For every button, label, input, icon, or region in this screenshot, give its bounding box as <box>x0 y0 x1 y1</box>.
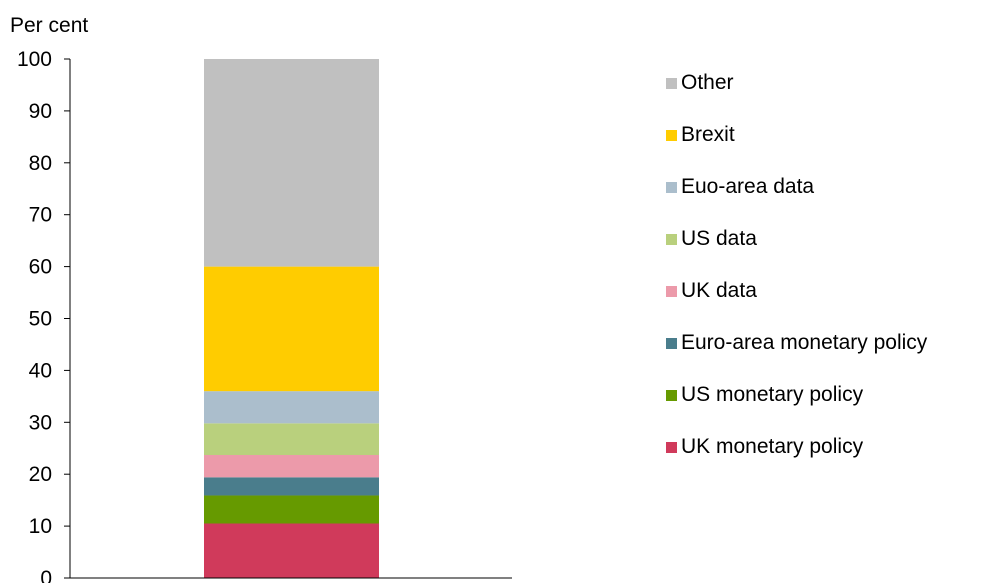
bar-segment-uk-data <box>204 454 379 478</box>
legend-label: Other <box>681 71 734 94</box>
y-axis-label: Per cent <box>10 14 88 37</box>
legend-item: UK data <box>666 265 927 317</box>
y-tick-label: 90 <box>29 100 52 123</box>
legend-item: Brexit <box>666 109 927 161</box>
y-tick-label: 40 <box>29 359 52 382</box>
legend-item: Other <box>666 57 927 109</box>
y-tick-label: 30 <box>29 411 52 434</box>
y-tick-label: 0 <box>40 567 52 583</box>
legend-label: Brexit <box>681 123 735 146</box>
legend: Other Brexit Euo-area data US data UK data Eu… <box>666 57 927 473</box>
legend-swatch <box>666 181 677 193</box>
bar-segment-euo-area-data <box>204 391 379 424</box>
bar-segment-uk-monetary-policy <box>204 523 379 578</box>
bar-segment-us-data <box>204 423 379 455</box>
legend-label: Euo-area data <box>681 175 815 198</box>
bar-segment-other <box>204 59 379 267</box>
legend-item: UK monetary policy <box>666 421 927 473</box>
legend-swatch <box>666 337 677 349</box>
legend-label: UK monetary policy <box>681 435 864 458</box>
legend-label: Euro-area monetary policy <box>681 331 928 354</box>
legend-swatch <box>666 129 677 141</box>
legend-label: US data <box>681 227 757 250</box>
legend-swatch <box>666 389 677 401</box>
y-tick-label: 70 <box>29 204 52 227</box>
y-tick-label: 50 <box>29 308 52 331</box>
bar-segment-euro-area-monetary-policy <box>204 477 379 496</box>
legend-item: US data <box>666 213 927 265</box>
y-tick-label: 20 <box>29 463 52 486</box>
y-tick-label: 10 <box>29 515 52 538</box>
legend-swatch <box>666 77 677 89</box>
legend-swatch <box>666 285 677 297</box>
bar-stack <box>204 59 379 578</box>
legend-swatch <box>666 441 677 453</box>
legend-item: US monetary policy <box>666 369 927 421</box>
y-axis: 0 10 20 30 40 50 60 70 80 90 100 <box>17 48 70 583</box>
legend-swatch <box>666 233 677 245</box>
legend-label: US monetary policy <box>681 383 864 406</box>
y-tick-label: 60 <box>29 256 52 279</box>
legend-item: Euo-area data <box>666 161 927 213</box>
bar-segment-brexit <box>204 266 379 392</box>
legend-label: UK data <box>681 279 757 302</box>
y-tick-label: 100 <box>17 48 52 71</box>
legend-item: Euro-area monetary policy <box>666 317 927 369</box>
bar-segment-us-monetary-policy <box>204 495 379 524</box>
y-tick-label: 80 <box>29 152 52 175</box>
